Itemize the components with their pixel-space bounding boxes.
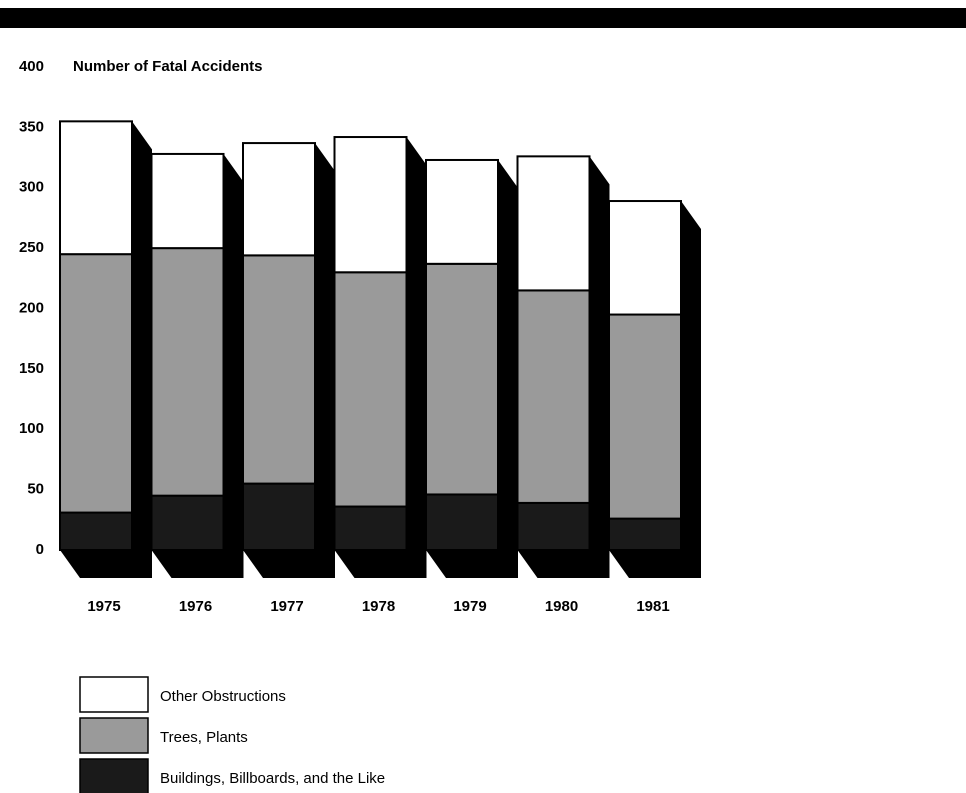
y-tick-label: 200 [19, 299, 44, 316]
legend-label: Other Obstructions [160, 688, 286, 705]
y-tick-label: 400 [19, 58, 44, 75]
y-tick-label: 50 [27, 481, 44, 498]
bar-segment [59, 511, 133, 552]
chart-title: Number of Fatal Accidents [73, 58, 262, 75]
x-tick-label: 1975 [87, 598, 120, 615]
bar-segment [59, 120, 133, 256]
legend-label: Buildings, Billboards, and the Like [160, 770, 385, 787]
bar-segment [150, 152, 225, 250]
bar-segment [150, 494, 225, 552]
bar-segment [425, 262, 499, 496]
bar-segment [425, 493, 499, 551]
bar-segment [242, 142, 316, 257]
y-tick-label: 0 [36, 541, 44, 558]
x-tick-label: 1978 [362, 598, 395, 615]
y-tick-label: 350 [19, 118, 44, 135]
bar-segment [242, 254, 316, 485]
bar-segment [333, 271, 408, 508]
legend-swatch [79, 717, 149, 754]
bar-segment [333, 505, 408, 551]
bar-segment [516, 155, 591, 292]
bar-segment [150, 247, 225, 497]
bar-segment [333, 136, 408, 274]
legend-label: Trees, Plants [160, 729, 248, 746]
x-tick-label: 1976 [179, 598, 212, 615]
legend-swatch [79, 676, 149, 713]
y-tick-label: 300 [19, 179, 44, 196]
bar-segment [242, 482, 316, 551]
x-tick-label: 1981 [636, 598, 669, 615]
legend-swatch [79, 758, 149, 793]
bar-segment [425, 158, 499, 265]
y-tick-label: 100 [19, 420, 44, 437]
bar-segment [608, 200, 682, 316]
x-tick-label: 1979 [453, 598, 486, 615]
bar-segment [608, 313, 682, 520]
x-tick-label: 1977 [270, 598, 303, 615]
bar-segment [59, 253, 133, 514]
bar-segment [516, 501, 591, 551]
y-tick-label: 250 [19, 239, 44, 256]
bar-segment [608, 517, 682, 551]
bar-segment [516, 289, 591, 504]
x-tick-label: 1980 [545, 598, 578, 615]
top-banner [0, 8, 966, 28]
y-tick-label: 150 [19, 360, 44, 377]
